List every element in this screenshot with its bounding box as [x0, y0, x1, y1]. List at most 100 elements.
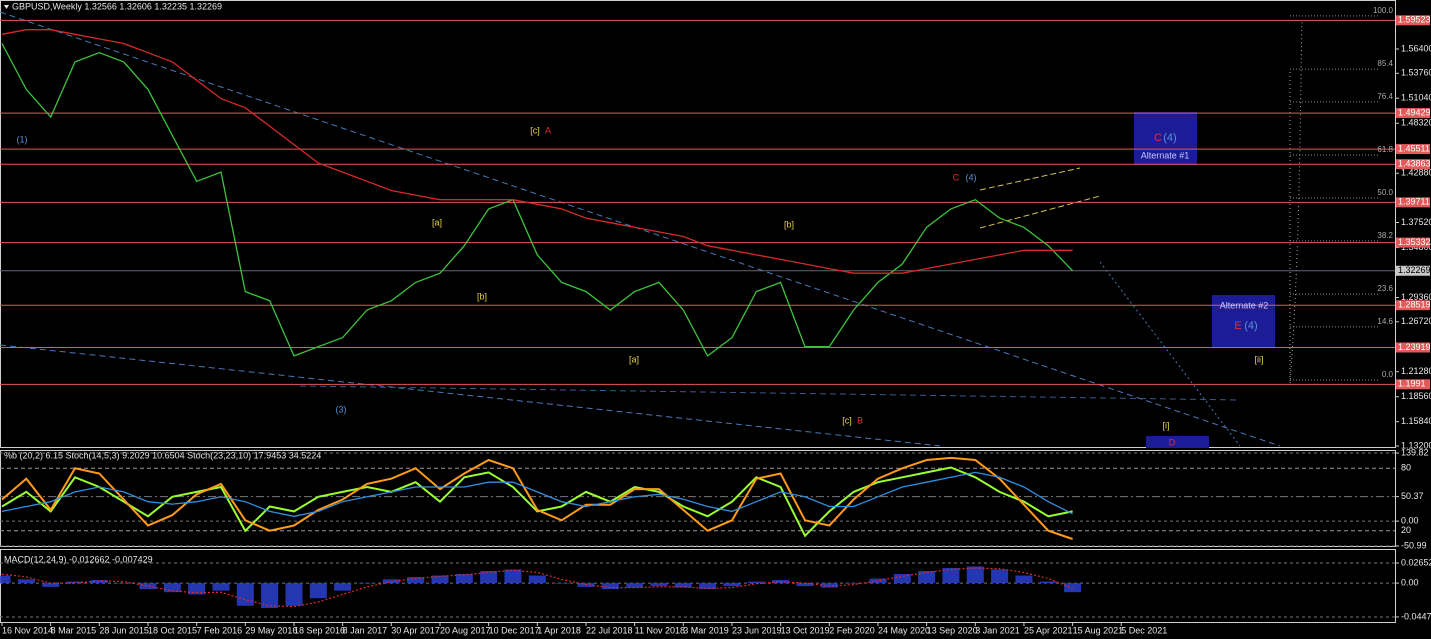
y-tick-label: 139.82 [1401, 447, 1429, 457]
x-tick-label: 24 May 2020 [878, 625, 930, 635]
histogram-bar [918, 570, 936, 584]
level-label: 1.49429 [1398, 107, 1431, 117]
wave-label: [b] [477, 291, 487, 301]
x-tick-label: 28 Jun 2015 [99, 625, 149, 635]
histogram-bar [139, 583, 157, 590]
histogram-bar [991, 569, 1009, 584]
y2-tick-label: 80 [1401, 463, 1411, 473]
level-label: 1.45511 [1398, 143, 1430, 153]
fib-label: 23.6 [1377, 284, 1393, 293]
fib-label: 100.0 [1373, 6, 1394, 15]
x-tick-label: 1 Apr 2018 [537, 625, 581, 635]
wave-label: E [1234, 320, 1241, 332]
y-tick-label: 1.48320 [1401, 118, 1431, 128]
wave-label: Alternate #1 [1141, 150, 1190, 160]
level-tag [1396, 300, 1430, 311]
histogram-bar [747, 581, 765, 584]
wave-label: (1) [17, 134, 28, 144]
histogram-bar [674, 583, 692, 588]
level-label: 1.35332 [1398, 237, 1431, 247]
x-tick-label: 3 Mar 2019 [683, 625, 729, 635]
y-tick-label: 0.00 [1401, 516, 1419, 526]
histogram-bar [261, 583, 279, 609]
histogram-bar [893, 574, 911, 584]
histogram-bar [90, 580, 108, 584]
x-tick-label: 22 Jul 2018 [586, 625, 633, 635]
histogram-bar [188, 583, 206, 595]
histogram-bar [820, 583, 838, 588]
wave-label: (4) [966, 172, 977, 182]
histogram-bar [869, 578, 887, 584]
x-tick-label: 8 Jan 2017 [343, 625, 388, 635]
fib-label: 85.4 [1377, 59, 1393, 68]
histogram-bar [334, 583, 352, 591]
wave-label: [a] [432, 217, 442, 227]
series-line [1, 456, 1073, 540]
x-tick-label: 2 Feb 2020 [829, 625, 875, 635]
y-tick-label: 1.51040 [1401, 93, 1431, 103]
x-tick-label: 7 Feb 2016 [197, 625, 243, 635]
histogram-bar [723, 583, 741, 587]
wave-label: (3) [336, 404, 347, 414]
histogram-bar [966, 566, 984, 584]
trend-line [0, 344, 941, 447]
wave-label: [c] [842, 415, 852, 425]
x-tick-label: 5 Dec 2021 [1121, 625, 1167, 635]
x-tick-label: 18 Sep 2016 [294, 625, 345, 635]
series-line [1, 43, 1074, 357]
fib-label: 61.8 [1377, 145, 1393, 154]
level-label: 1.43863 [1398, 159, 1431, 169]
wave-label: [a] [629, 354, 639, 364]
level-tag [1396, 144, 1430, 155]
level-label: 1.28519 [1398, 300, 1431, 310]
panel-title: MACD(12,24,9) -0.012662 -0.007429 [4, 554, 153, 564]
y-tick-label: 1.18560 [1401, 391, 1431, 401]
fib-label: 0.0 [1382, 370, 1394, 379]
level-label: 1.59523 [1398, 15, 1431, 25]
last-price-label: 1.32269 [1398, 265, 1431, 275]
fib-label: 14.6 [1377, 317, 1393, 326]
x-tick-label: 20 Aug 2017 [440, 625, 491, 635]
histogram-bar [528, 575, 546, 584]
wave-label: [ii] [1255, 354, 1264, 364]
histogram-bar [699, 583, 717, 590]
histogram-bar [1039, 581, 1057, 584]
y-tick-label: 1.13200 [1401, 440, 1431, 450]
histogram-bar [1015, 575, 1033, 584]
histogram-bar [845, 583, 863, 584]
wave-label: B [857, 415, 863, 425]
x-tick-label: 10 Dec 2017 [489, 625, 540, 635]
y-tick-label: -0.044748 [1401, 611, 1431, 621]
panel-title: GBPUSD,Weekly 1.32566 1.32606 1.32235 1.… [12, 1, 222, 11]
macd-panel-frame [0, 549, 1396, 623]
y-tick-label: 1.26720 [1401, 316, 1431, 326]
histogram-bar [431, 575, 449, 584]
histogram-bar [650, 583, 668, 587]
y-tick-label: 50.37 [1401, 491, 1424, 501]
level-tag [1396, 237, 1430, 248]
wave-box [1134, 112, 1197, 165]
series-line [1, 29, 1073, 274]
histogram-bar [407, 577, 425, 584]
x-tick-label: 25 Apr 2021 [1024, 625, 1073, 635]
trend-line [299, 385, 1241, 401]
y2-tick-label: 20 [1401, 525, 1411, 535]
y-tick-label: 1.37520 [1401, 217, 1431, 227]
level-label: 1.23919 [1398, 342, 1431, 352]
level-tag [1396, 15, 1430, 26]
histogram-bar [455, 574, 473, 584]
y-tick-label: 1.29360 [1401, 292, 1431, 302]
y-tick-label: 1.42880 [1401, 168, 1431, 178]
histogram-bar [115, 583, 133, 584]
fib-label: 76.4 [1377, 92, 1393, 101]
histogram-bar [42, 583, 60, 587]
x-tick-label: 16 Nov 2014 [2, 625, 53, 635]
x-tick-label: 29 May 2016 [245, 625, 297, 635]
x-tick-label: 11 Nov 2018 [635, 625, 685, 635]
x-tick-label: 18 Oct 2015 [148, 625, 197, 635]
wave-label: D [1169, 437, 1176, 447]
histogram-bar [309, 583, 327, 599]
histogram-bar [553, 583, 571, 584]
